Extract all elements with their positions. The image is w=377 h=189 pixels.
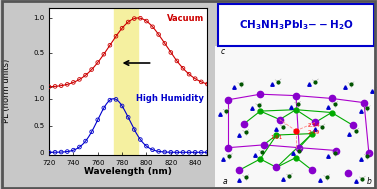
Point	[89, 130, 95, 133]
Point	[180, 151, 186, 154]
Bar	[113, 8, 138, 91]
Point	[198, 151, 204, 154]
Point	[70, 149, 77, 152]
Point	[77, 146, 83, 149]
Point	[143, 20, 149, 23]
Point	[113, 98, 119, 101]
Point	[58, 84, 64, 87]
Point	[156, 150, 162, 153]
Text: Vacuum: Vacuum	[167, 14, 204, 23]
Point	[64, 83, 70, 86]
Point	[83, 140, 89, 143]
Text: b: b	[366, 177, 371, 186]
Point	[52, 85, 58, 88]
Point	[46, 85, 52, 88]
Point	[192, 151, 198, 154]
Bar	[113, 91, 138, 155]
Point	[174, 59, 180, 62]
Point	[83, 74, 89, 77]
Point	[101, 53, 107, 56]
Text: High Humidity: High Humidity	[136, 94, 204, 103]
Point	[162, 150, 168, 153]
Point	[107, 44, 113, 47]
Text: PL (norm units): PL (norm units)	[2, 59, 11, 123]
Point	[168, 51, 174, 54]
Point	[192, 77, 198, 80]
Point	[198, 80, 204, 83]
Point	[174, 151, 180, 154]
Point	[77, 78, 83, 81]
Point	[95, 61, 101, 64]
Point	[137, 138, 143, 141]
Point	[150, 25, 156, 28]
Point	[131, 17, 137, 20]
Text: c: c	[221, 47, 225, 56]
FancyBboxPatch shape	[218, 4, 374, 46]
Point	[143, 145, 149, 148]
Point	[204, 83, 210, 86]
Text: a: a	[222, 177, 227, 186]
Point	[137, 17, 143, 20]
Point	[180, 67, 186, 70]
Point	[162, 42, 168, 45]
Text: $\mathbf{CH_3NH_3PbI_3}$$\mathbf{--H_2O}$: $\mathbf{CH_3NH_3PbI_3}$$\mathbf{--H_2O}…	[239, 18, 353, 32]
Point	[125, 21, 131, 24]
Point	[156, 33, 162, 36]
Point	[186, 151, 192, 154]
Bar	[215, 46, 377, 187]
Point	[95, 118, 101, 121]
Point	[204, 151, 210, 154]
Point	[168, 151, 174, 154]
Point	[186, 73, 192, 76]
Text: 2.54: 2.54	[307, 123, 320, 128]
Point	[107, 99, 113, 102]
Point	[101, 106, 107, 109]
Point	[119, 27, 125, 30]
Point	[70, 81, 77, 84]
Point	[64, 150, 70, 153]
Text: 2.49: 2.49	[307, 130, 320, 135]
Point	[89, 68, 95, 71]
Point	[119, 105, 125, 108]
X-axis label: Wavelength (nm): Wavelength (nm)	[84, 167, 172, 176]
Point	[125, 116, 131, 119]
Point	[58, 151, 64, 154]
Text: 1.61: 1.61	[271, 135, 283, 140]
Point	[46, 151, 52, 154]
Point	[131, 128, 137, 131]
Point	[113, 35, 119, 38]
Point	[52, 151, 58, 154]
Point	[150, 148, 156, 151]
